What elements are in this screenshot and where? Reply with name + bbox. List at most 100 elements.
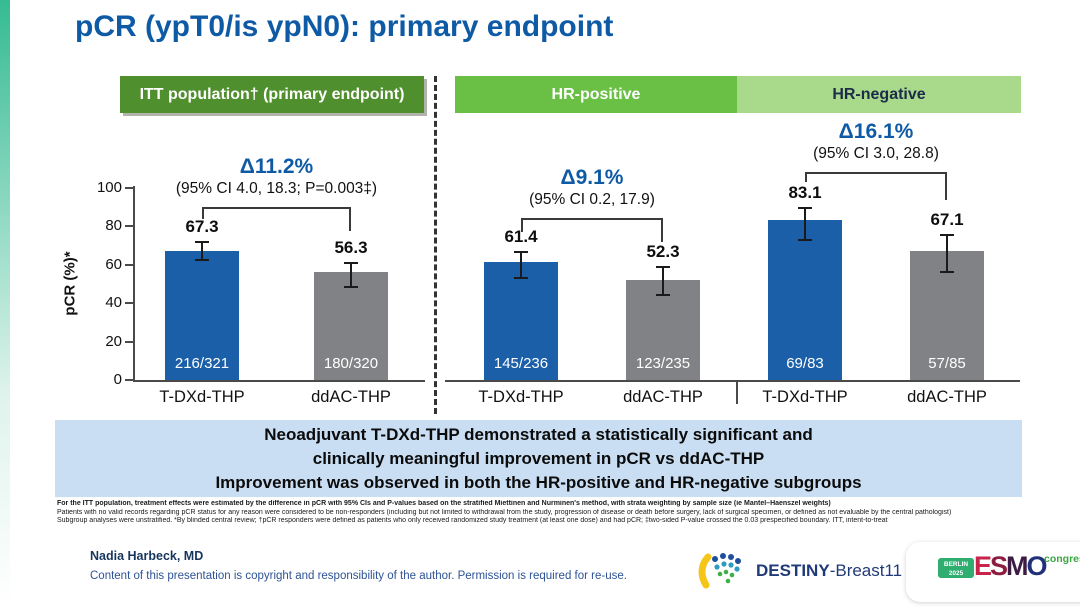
comparison-bracket bbox=[521, 218, 663, 220]
author-name: Nadia Harbeck, MD bbox=[90, 549, 204, 563]
esmo-letter: O bbox=[1026, 551, 1048, 581]
bar-ddac-thp bbox=[314, 272, 388, 380]
esmo-location: BERLIN bbox=[943, 561, 969, 568]
footnote-line: Subgroup analyses were unstratified. *By… bbox=[57, 517, 888, 525]
destiny-logo-text: DESTINY-Breast11 bbox=[756, 561, 902, 581]
error-bar-cap bbox=[798, 207, 812, 209]
esmo-berlin-2025-badge: BERLIN 2025 bbox=[938, 558, 974, 578]
x-axis-category-label: T-DXd-THP bbox=[159, 388, 245, 406]
bar-value-label: 67.3 bbox=[185, 217, 219, 236]
y-axis-tick-label: 40 bbox=[105, 294, 122, 312]
esmo-year: 2025 bbox=[948, 570, 964, 577]
bar-ddac-thp bbox=[626, 280, 700, 380]
error-bar-cap bbox=[940, 271, 954, 273]
bar-n-label: 57/85 bbox=[928, 355, 966, 372]
error-bar-cap bbox=[940, 234, 954, 236]
bar-value-label: 67.1 bbox=[930, 210, 964, 229]
bar-t-dxd-thp bbox=[768, 220, 842, 380]
comparison-bracket-end bbox=[521, 218, 523, 232]
bar-t-dxd-thp bbox=[484, 262, 558, 380]
y-axis-tick-label: 80 bbox=[105, 217, 122, 235]
destiny-logo-text-rest: -Breast11 bbox=[829, 561, 903, 580]
destiny-breast11-logo: DESTINY-Breast11 bbox=[698, 549, 902, 593]
error-bar-line bbox=[201, 242, 203, 260]
x-axis-category-label: ddAC-THP bbox=[623, 388, 703, 406]
y-axis-tick bbox=[125, 187, 133, 189]
error-bar-cap bbox=[195, 241, 209, 243]
bar-value-label: 52.3 bbox=[646, 242, 680, 261]
y-axis-tick-label: 0 bbox=[113, 371, 122, 388]
error-bar-line bbox=[946, 235, 948, 272]
bar-t-dxd-thp bbox=[165, 251, 239, 380]
bar-value-label: 83.1 bbox=[788, 183, 822, 202]
error-bar-line bbox=[350, 263, 352, 287]
error-bar-line bbox=[662, 267, 664, 295]
ci-label: (95% CI 3.0, 28.8) bbox=[813, 145, 939, 162]
esmo-letter: E bbox=[974, 551, 992, 581]
bar-n-label: 180/320 bbox=[323, 355, 379, 372]
y-axis-tick bbox=[125, 263, 133, 266]
error-bar-cap bbox=[514, 251, 528, 253]
footnote-line: Patients with no valid records regarding… bbox=[57, 508, 952, 516]
footnotes: For the ITT population, treatment effect… bbox=[57, 500, 1077, 526]
comparison-bracket-end bbox=[661, 218, 663, 242]
error-bar-cap bbox=[195, 259, 209, 261]
error-bar-cap bbox=[514, 277, 528, 279]
panel-header-itt: ITT population† (primary endpoint) bbox=[120, 76, 424, 113]
banner-line: Neoadjuvant T-DXd-THP demonstrated a sta… bbox=[264, 424, 813, 444]
bar-n-label: 216/321 bbox=[174, 355, 230, 372]
destiny-logo-text-bold: DESTINY bbox=[756, 561, 830, 580]
bar-n-label: 123/235 bbox=[635, 355, 691, 372]
error-bar-cap bbox=[344, 262, 358, 264]
slide-edge-accent bbox=[0, 0, 10, 608]
bar-value-label: 56.3 bbox=[334, 238, 368, 257]
error-bar-cap bbox=[656, 266, 670, 268]
delta-label: Δ9.1% bbox=[560, 166, 624, 189]
bar-n-label: 145/236 bbox=[493, 355, 549, 372]
y-axis-tick-label: 60 bbox=[105, 255, 122, 273]
y-axis-tick bbox=[125, 302, 133, 305]
y-axis-tick bbox=[125, 225, 133, 228]
conclusion-banner: Neoadjuvant T-DXd-THP demonstrated a sta… bbox=[55, 420, 1022, 497]
x-axis-category-label: T-DXd-THP bbox=[762, 388, 848, 406]
destiny-logo-icon bbox=[698, 553, 741, 589]
x-axis-category-label: ddAC-THP bbox=[311, 388, 391, 406]
error-bar-line bbox=[804, 208, 806, 240]
error-bar-line bbox=[520, 252, 522, 278]
delta-label: Δ16.1% bbox=[838, 120, 914, 143]
x-axis-line-hr bbox=[445, 380, 1020, 382]
banner-line: clinically meaningful improvement in pCR… bbox=[312, 448, 765, 468]
comparison-bracket-end bbox=[945, 172, 947, 200]
esmo-wordmark: ESMO bbox=[974, 551, 1048, 582]
page-title: pCR (ypT0/is ypN0): primary endpoint bbox=[75, 10, 614, 43]
ci-label: (95% CI 4.0, 18.3; P=0.003‡) bbox=[175, 180, 378, 197]
esmo-letter: M bbox=[1006, 551, 1028, 581]
panel-header-hr-positive: HR-positive bbox=[455, 76, 737, 113]
error-bar-cap bbox=[656, 294, 670, 296]
y-axis-title: pCR (%)* bbox=[61, 251, 79, 316]
comparison-bracket bbox=[202, 207, 351, 209]
panel-header-hr-negative: HR-negative bbox=[737, 76, 1021, 113]
error-bar-cap bbox=[344, 286, 358, 288]
y-axis-tick bbox=[125, 340, 133, 343]
y-axis-tick bbox=[125, 379, 133, 381]
panel-divider-dashed-line bbox=[434, 76, 437, 414]
banner-line: Improvement was observed in both the HR-… bbox=[215, 472, 862, 492]
bar-n-label: 69/83 bbox=[786, 355, 824, 372]
esmo-congress-label: congress bbox=[1044, 553, 1080, 565]
x-axis-category-label: ddAC-THP bbox=[907, 388, 987, 406]
x-axis-group-divider-tick bbox=[736, 380, 738, 404]
ci-label: (95% CI 0.2, 17.9) bbox=[529, 191, 655, 208]
comparison-bracket-end bbox=[202, 207, 204, 219]
copyright-notice: Content of this presentation is copyrigh… bbox=[90, 570, 627, 582]
footnote-line: For the ITT population, treatment effect… bbox=[57, 500, 831, 507]
comparison-bracket-end bbox=[805, 172, 807, 182]
esmo-letter: S bbox=[990, 551, 1008, 581]
y-axis-tick-label: 20 bbox=[105, 332, 122, 350]
bar-value-label: 61.4 bbox=[504, 227, 538, 246]
y-axis-line bbox=[133, 186, 135, 381]
x-axis-line-itt bbox=[133, 380, 425, 382]
y-axis-tick-label: 100 bbox=[96, 179, 122, 196]
